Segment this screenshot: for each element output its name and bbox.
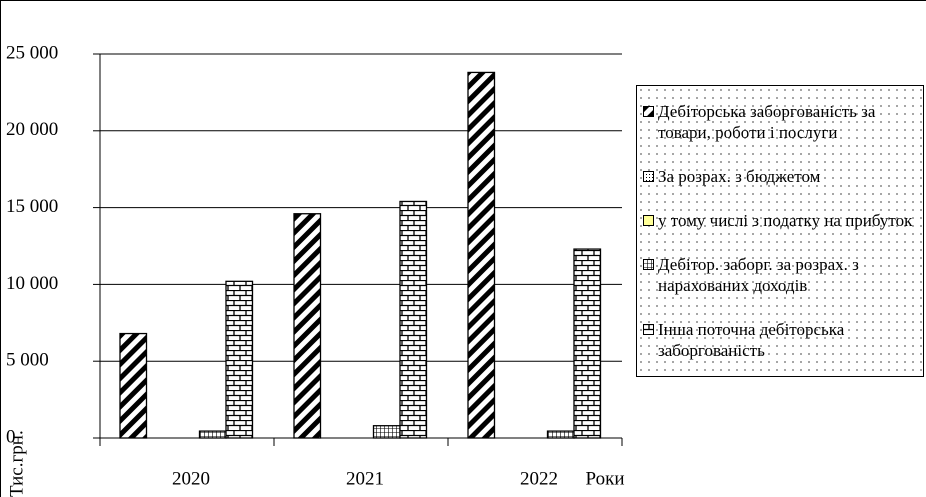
y-tick-label: 10 000 — [6, 273, 58, 294]
bar — [293, 213, 322, 439]
bar — [467, 71, 496, 439]
bar — [119, 332, 148, 439]
x-tick-label: 2021 — [346, 468, 384, 489]
legend-label: Дебітор. заборг. за розрах. з нараховани… — [658, 254, 859, 295]
legend-label: у тому числі з податку на прибуток — [658, 210, 913, 230]
bar — [198, 430, 227, 439]
legend-label: Дебіторська заборгованість за товари, ро… — [658, 102, 876, 143]
x-tick-label: 2022 — [520, 468, 558, 489]
legend: Дебіторська заборгованість за товари, ро… — [636, 85, 924, 377]
legend-entry: За розрах. з бюджетом — [643, 166, 923, 187]
legend-swatch — [643, 323, 654, 335]
legend-label: Інша поточна дебіторська заборгованість — [658, 319, 845, 360]
legend-swatch — [643, 214, 654, 226]
legend-entry: Дебіторська заборгованість за товари, ро… — [643, 101, 923, 143]
y-tick-label: 25 000 — [6, 42, 58, 63]
legend-swatch-box — [643, 171, 654, 183]
bar — [399, 200, 428, 439]
legend-swatch — [643, 258, 654, 270]
y-tick-label: 0 — [6, 426, 16, 447]
y-tick-label: 20 000 — [6, 119, 58, 140]
legend-swatch-box — [643, 214, 654, 226]
x-axis-label: Роки — [586, 468, 625, 489]
legend-entry: Дебітор. заборг. за розрах. з нараховани… — [643, 254, 923, 296]
legend-swatch — [643, 106, 654, 118]
legend-entry: у тому числі з податку на прибуток — [643, 210, 923, 231]
y-tick-label: 15 000 — [6, 196, 58, 217]
legend-entry: Інша поточна дебіторська заборгованість — [643, 319, 923, 361]
bar — [546, 430, 575, 439]
legend-swatch-box — [643, 323, 654, 335]
x-tick-label: 2020 — [172, 468, 210, 489]
legend-swatch-box — [643, 258, 654, 270]
y-tick-label: 5 000 — [6, 350, 49, 371]
y-axis-label: Тис.грн. — [6, 430, 27, 497]
legend-swatch-box — [643, 106, 654, 118]
bar — [573, 248, 602, 439]
legend-swatch — [643, 171, 654, 183]
legend-label: За розрах. з бюджетом — [658, 167, 821, 187]
bar — [372, 425, 401, 439]
bar — [225, 280, 254, 439]
